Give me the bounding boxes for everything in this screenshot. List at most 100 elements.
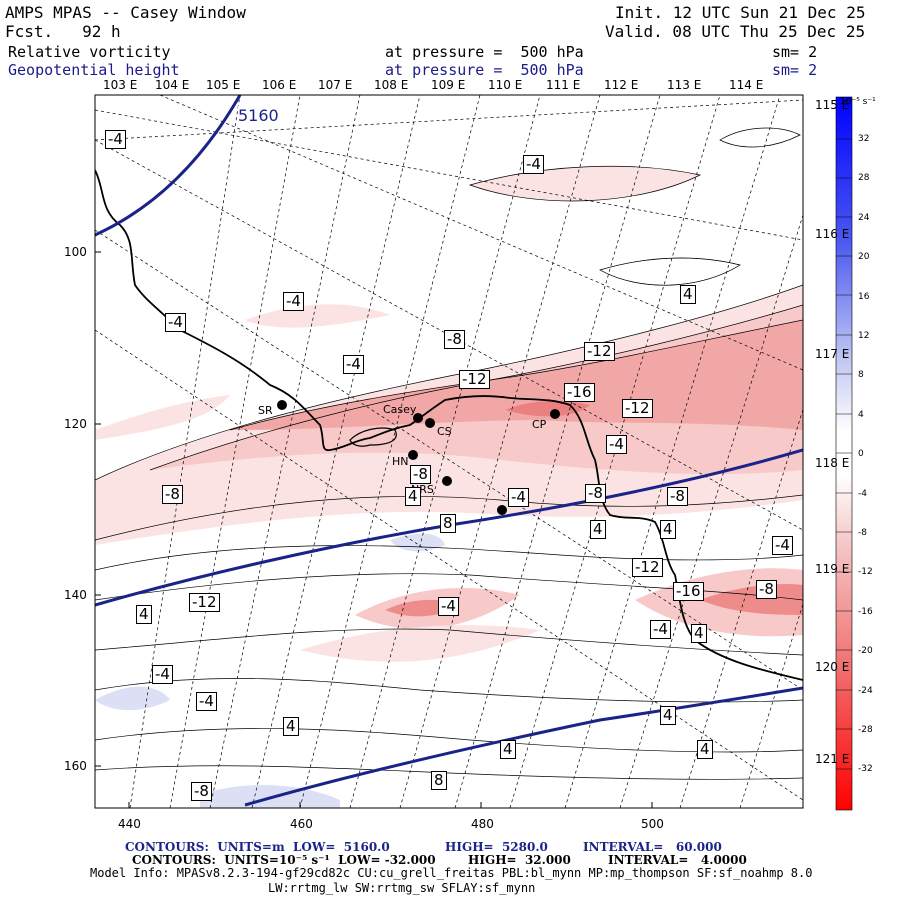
contour-value-label: -8 (162, 485, 183, 504)
contour-value-label: -4 (650, 620, 671, 639)
title: AMPS MPAS -- Casey Window (5, 3, 246, 22)
contour-value-label: 4 (405, 487, 421, 506)
contour-value-label: -16 (673, 582, 704, 601)
contour-value-label: 4 (697, 740, 713, 759)
x-tick-label: 440 (118, 817, 141, 831)
colorbar-tick-label: 0 (858, 449, 864, 460)
field2-name: Geopotential height (8, 61, 180, 79)
colorbar-tick-label: 24 (858, 212, 870, 223)
station-label: Casey (383, 403, 417, 416)
contour-value-label: -8 (444, 330, 465, 349)
field1-smoothing: sm= 2 (772, 43, 818, 61)
forecast-hour: Fcst. 92 h (5, 22, 121, 41)
x-tick-label: 460 (290, 817, 313, 831)
coastline-inlet (349, 427, 397, 447)
contour-value-label: -12 (622, 399, 653, 418)
colorbar-unit: 10⁻⁵ s⁻¹ (840, 97, 876, 107)
contour-value-label: 8 (431, 771, 447, 790)
contour-value-label: -4 (523, 155, 544, 174)
contour-value-label: -4 (283, 292, 304, 311)
colorbar-tick-label: 32 (858, 134, 870, 144)
lon-label: 108 E (374, 78, 409, 92)
contour-value-label: -12 (584, 342, 615, 361)
contour-value-label: -4 (606, 435, 627, 454)
contour-value-label: -4 (165, 313, 186, 332)
lon-label-right: 121 E (815, 752, 850, 766)
contour-value-label: -4 (343, 355, 364, 374)
lon-label-right: 116 E (815, 227, 850, 241)
lon-label: 110 E (488, 78, 523, 92)
lon-label: 107 E (318, 78, 353, 92)
contour-value-label: -4 (772, 536, 793, 555)
field1-level: at pressure = 500 hPa (385, 43, 584, 61)
contour-value-label: -12 (189, 593, 220, 612)
station-label: HN (392, 455, 409, 468)
plot-frame (94, 94, 804, 809)
lon-label: 113 E (667, 78, 702, 92)
colorbar-tick-label: -4 (858, 488, 867, 499)
vorticity-contour-interval: INTERVAL= 4.0000 (608, 853, 747, 867)
colorbar-tick-label: 28 (858, 173, 870, 184)
contour-value-label: -4 (152, 665, 173, 684)
height-contour-label: 5160 (238, 106, 279, 125)
model-info-physics: LW:rrtmg_lw SW:rrtmg_sw SFLAY:sf_mynn (268, 881, 536, 895)
x-tick-label: 480 (471, 817, 494, 831)
contour-value-label: 4 (500, 740, 516, 759)
model-info: Model Info: MPASv8.2.3-194-gf29cd82c CU:… (90, 866, 813, 880)
contour-value-label: -16 (564, 383, 595, 402)
contour-value-label: -4 (438, 597, 459, 616)
lon-label: 114 E (729, 78, 764, 92)
contour-value-label: 4 (590, 520, 606, 539)
lon-label-right: 119 E (815, 562, 850, 576)
vorticity-shading (95, 166, 803, 808)
colorbar-tick-label: -12 (858, 567, 873, 578)
contour-value-label: -4 (508, 488, 529, 507)
lon-label: 112 E (604, 78, 639, 92)
colorbar-tick-label: 20 (858, 252, 870, 263)
colorbar-tick-label: 8 (858, 370, 864, 381)
colorbar-tick-label: -20 (858, 646, 873, 657)
colorbar-tick-label: -16 (858, 606, 873, 617)
contour-value-label: -8 (756, 580, 777, 599)
lon-label: 111 E (546, 78, 581, 92)
contour-value-label: 4 (691, 624, 707, 643)
colorbar-tick-label: -28 (858, 725, 873, 735)
contour-value-label: 8 (440, 514, 456, 533)
colorbar (835, 96, 853, 811)
lon-label-right: 118 E (815, 456, 850, 470)
field2-level: at pressure = 500 hPa (385, 61, 584, 79)
lon-label: 103 E (103, 78, 138, 92)
colorbar-tick-label: 12 (858, 331, 870, 341)
colorbar-tick-label: 16 (858, 291, 870, 302)
height-contour-interval: INTERVAL= 60.000 (583, 840, 722, 854)
valid-time: Valid. 08 UTC Thu 25 Dec 25 (605, 22, 866, 41)
height-contour-high: HIGH= 5280.0 (445, 840, 548, 854)
x-tick-label: 500 (641, 817, 664, 831)
contour-value-label: -12 (632, 558, 663, 577)
lon-label-right: 117 E (815, 347, 850, 361)
field2-smoothing: sm= 2 (772, 61, 818, 79)
colorbar-tick-label: -24 (858, 685, 873, 696)
y-tick-label: 160 (64, 759, 87, 773)
contour-value-label: 4 (680, 285, 696, 304)
station-label: CP (532, 418, 547, 431)
contour-value-label: -8 (410, 465, 431, 484)
height-contour-info: CONTOURS: UNITS=m LOW= 5160.0 (125, 840, 390, 854)
vorticity-contour-info: CONTOURS: UNITS=10⁻⁵ s⁻¹ LOW= -32.000 (132, 853, 436, 867)
colorbar-tick-label: 4 (858, 409, 864, 420)
colorbar-tick-label: -32 (858, 764, 873, 775)
init-time: Init. 12 UTC Sun 21 Dec 25 (615, 3, 866, 22)
colorbar-tick-label: -8 (858, 528, 867, 538)
contour-value-label: -8 (191, 782, 212, 801)
contour-value-label: 4 (283, 717, 299, 736)
y-tick-label: 140 (64, 588, 87, 602)
field1-name: Relative vorticity (8, 43, 171, 61)
station-markers (277, 400, 560, 515)
contour-value-label: 4 (136, 605, 152, 624)
lon-label-right: 120 E (815, 660, 850, 674)
contour-value-label: -12 (459, 370, 490, 389)
contour-value-label: 4 (660, 520, 676, 539)
contour-value-label: -8 (585, 484, 606, 503)
